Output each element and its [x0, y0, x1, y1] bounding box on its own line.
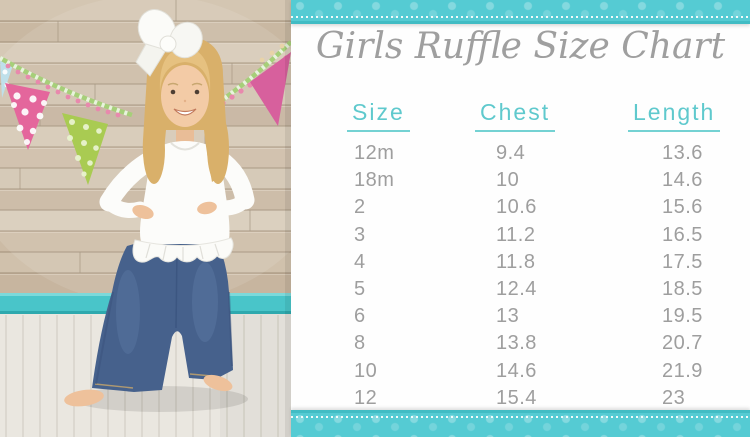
- size-value: 18m: [354, 169, 395, 192]
- size-value: 3: [354, 223, 366, 246]
- col-chest: 9.4 10 10.6 11.2 11.8 12.4 13 13.8 14.6 15.4: [496, 140, 537, 412]
- length-value: 16.5: [662, 223, 703, 246]
- size-value: 12: [354, 386, 378, 409]
- length-value: 20.7: [662, 332, 703, 355]
- chest-value: 9.4: [496, 142, 526, 164]
- flag-blue-sliver: [0, 60, 13, 98]
- chest-value: 10: [496, 169, 520, 192]
- stitch-line: [291, 16, 750, 18]
- smile: [173, 108, 197, 116]
- bottom-border-ribbon: [291, 410, 750, 437]
- size-value: 4: [354, 250, 366, 273]
- girl: [64, 9, 255, 412]
- jeans: [92, 242, 233, 392]
- left-hand: [132, 204, 154, 220]
- length-value: 21.9: [662, 359, 703, 382]
- left-foot: [64, 389, 104, 407]
- left-eye: [170, 89, 176, 95]
- size-value: 2: [354, 196, 366, 219]
- right-hand: [197, 201, 217, 215]
- chest-value: 12.4: [496, 277, 537, 300]
- column-header-chest: Chest: [475, 99, 556, 132]
- chest-value: 11.2: [496, 223, 536, 246]
- length-value: 19.5: [662, 305, 703, 328]
- flag-pink-solid: [250, 52, 291, 126]
- length-value: 14.6: [662, 169, 703, 192]
- chest-value: 11.8: [496, 250, 536, 273]
- chest-value: 14.6: [496, 359, 537, 382]
- head: [142, 36, 229, 184]
- chest-value: 15.4: [496, 386, 537, 409]
- size-value: 10: [354, 359, 378, 382]
- collar: [170, 142, 200, 151]
- col-length: 13.6 14.6 15.6 16.5 17.5 18.5 19.5 20.7 21.9 23: [662, 140, 703, 412]
- chart-title: Girls Ruffle Size Chart: [315, 26, 726, 67]
- nose: [183, 99, 187, 103]
- hair-bow: [135, 9, 203, 77]
- flag-pink-polka: [5, 83, 50, 150]
- stitch-line: [291, 416, 750, 418]
- chest-value: 13: [496, 305, 520, 328]
- column-header-size: Size: [347, 99, 410, 132]
- floor-shadow: [72, 386, 248, 412]
- col-size: 12m 18m 2 3 4 5 6 8 10 12: [354, 140, 394, 412]
- size-value: 5: [354, 277, 366, 300]
- length-value: 23: [662, 386, 686, 409]
- girl-photo: [0, 0, 291, 437]
- pompom-trim: [5, 63, 121, 118]
- length-value: 15.6: [662, 196, 703, 219]
- right-foot: [203, 374, 233, 392]
- chest-value: 10.6: [496, 196, 537, 219]
- size-chart-panel: Girls Ruffle Size Chart Size Chest Lengt…: [291, 0, 750, 437]
- photo-edge-shadow: [285, 0, 291, 437]
- size-value: 6: [354, 305, 366, 328]
- size-value: 8: [354, 332, 366, 355]
- length-value: 18.5: [662, 277, 703, 300]
- bangs: [159, 47, 211, 92]
- length-value: 17.5: [662, 250, 703, 273]
- right-eye: [194, 89, 200, 95]
- top-border-ribbon: [291, 0, 750, 24]
- bunting-banner-left: [0, 56, 133, 185]
- column-header-length: Length: [628, 99, 721, 132]
- size-value: 12m: [354, 142, 395, 164]
- face: [161, 65, 209, 127]
- chest-value: 13.8: [496, 332, 537, 355]
- length-value: 13.6: [662, 142, 703, 164]
